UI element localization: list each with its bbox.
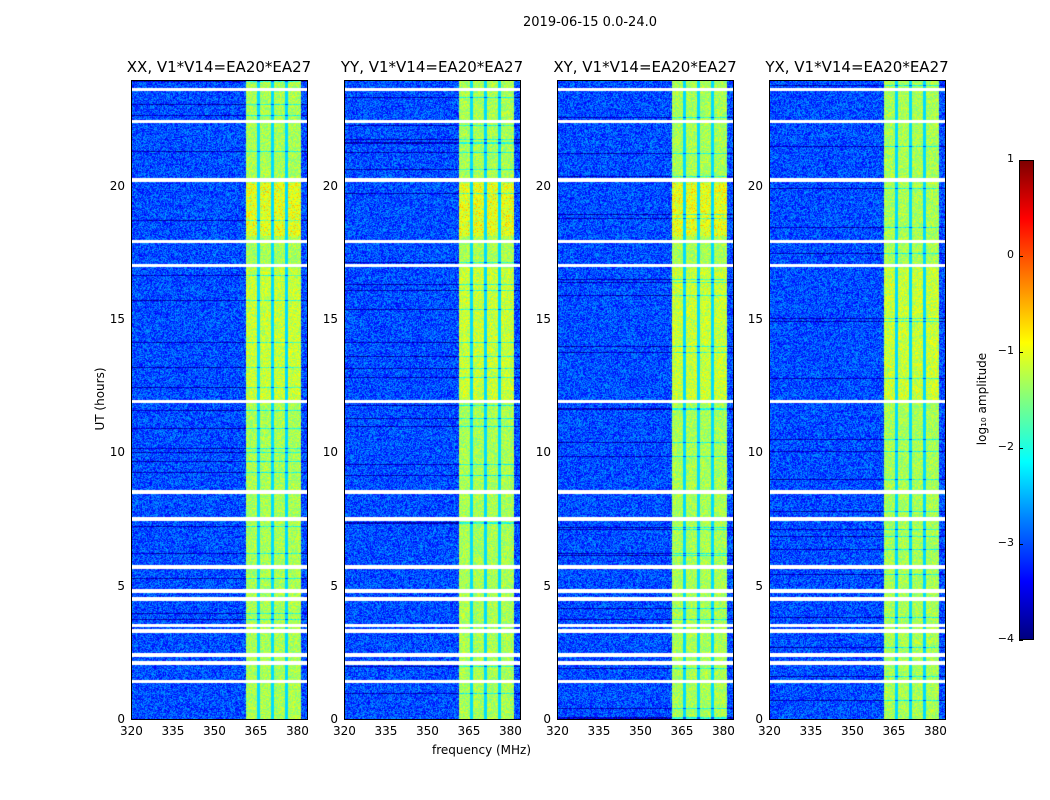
y-tick-label: 10 xyxy=(322,445,338,460)
x-axis-label: frequency (MHz) xyxy=(432,743,532,757)
y-tick-label: 0 xyxy=(755,712,763,726)
spectrogram-panel xyxy=(131,80,308,720)
x-tick-label: 320 xyxy=(546,724,569,738)
x-tick-label: 365 xyxy=(882,724,906,738)
colorbar-tick-label: −1 xyxy=(997,344,1014,357)
y-tick-label: 20 xyxy=(535,178,551,193)
y-tick-label: 10 xyxy=(747,445,763,460)
colorbar-tick xyxy=(1019,448,1023,449)
x-tick-label: 320 xyxy=(120,724,143,738)
x-tick-label: 380 xyxy=(923,724,947,738)
y-tick-label: 20 xyxy=(747,178,763,193)
heatmap-image xyxy=(558,81,733,719)
y-axis-label: UT (hours) xyxy=(93,367,107,431)
x-tick-label: 335 xyxy=(799,724,823,738)
y-tick-label: 15 xyxy=(535,312,551,326)
panel-title: XY, V1*V14=EA20*EA27 xyxy=(553,58,737,76)
panel-title: YX, V1*V14=EA20*EA27 xyxy=(765,58,949,76)
x-tick-label: 350 xyxy=(415,724,439,738)
colorbar-tick-label: −3 xyxy=(997,536,1014,549)
x-tick-label: 350 xyxy=(628,724,652,738)
x-tick-label: 365 xyxy=(457,724,481,738)
figure-title: 2019-06-15 0.0-24.0 xyxy=(523,15,657,30)
colorbar-tick-label: 1 xyxy=(1007,152,1014,165)
heatmap-image xyxy=(770,81,945,719)
colorbar-tick-label: −4 xyxy=(997,632,1014,645)
x-tick-label: 335 xyxy=(587,724,611,738)
x-tick-label: 320 xyxy=(333,724,356,738)
x-tick-label: 335 xyxy=(161,724,185,738)
spectrogram-panel xyxy=(344,80,521,720)
spectrogram-panel xyxy=(557,80,734,720)
y-tick-label: 0 xyxy=(543,712,551,726)
spectrogram-panel xyxy=(769,80,946,720)
y-tick-label: 20 xyxy=(109,178,125,193)
y-tick-label: 0 xyxy=(117,712,125,726)
y-tick-label: 5 xyxy=(330,578,338,593)
heatmap-image xyxy=(132,81,307,719)
x-tick-label: 350 xyxy=(202,724,226,738)
x-tick-label: 380 xyxy=(285,724,309,738)
panel-title: YY, V1*V14=EA20*EA27 xyxy=(340,58,524,76)
y-tick-label: 15 xyxy=(109,312,125,326)
colorbar-label: log₁₀ amplitude xyxy=(975,352,989,446)
x-tick-label: 350 xyxy=(840,724,864,738)
panel-title: XX, V1*V14=EA20*EA27 xyxy=(126,58,312,76)
colorbar-tick xyxy=(1019,544,1023,545)
colorbar-tick-label: 0 xyxy=(1007,248,1014,261)
x-tick-label: 320 xyxy=(758,724,781,738)
y-tick-label: 15 xyxy=(747,312,763,326)
x-tick-label: 380 xyxy=(711,724,735,738)
y-tick-label: 10 xyxy=(535,445,551,460)
y-tick-label: 15 xyxy=(322,312,338,326)
y-tick-label: 5 xyxy=(117,578,125,593)
y-tick-label: 10 xyxy=(109,445,125,460)
heatmap-image xyxy=(345,81,520,719)
colorbar-tick xyxy=(1019,160,1023,161)
y-tick-label: 0 xyxy=(330,712,338,726)
y-tick-label: 5 xyxy=(755,578,763,593)
y-tick-label: 20 xyxy=(322,178,338,193)
colorbar-tick xyxy=(1019,256,1023,257)
x-tick-label: 365 xyxy=(244,724,268,738)
y-tick-label: 5 xyxy=(543,578,551,593)
x-tick-label: 380 xyxy=(498,724,522,738)
colorbar-tick-label: −2 xyxy=(997,440,1014,453)
x-tick-label: 365 xyxy=(670,724,694,738)
colorbar xyxy=(1019,160,1034,640)
colorbar-tick xyxy=(1019,352,1023,353)
colorbar-tick xyxy=(1019,640,1023,641)
x-tick-label: 335 xyxy=(374,724,398,738)
